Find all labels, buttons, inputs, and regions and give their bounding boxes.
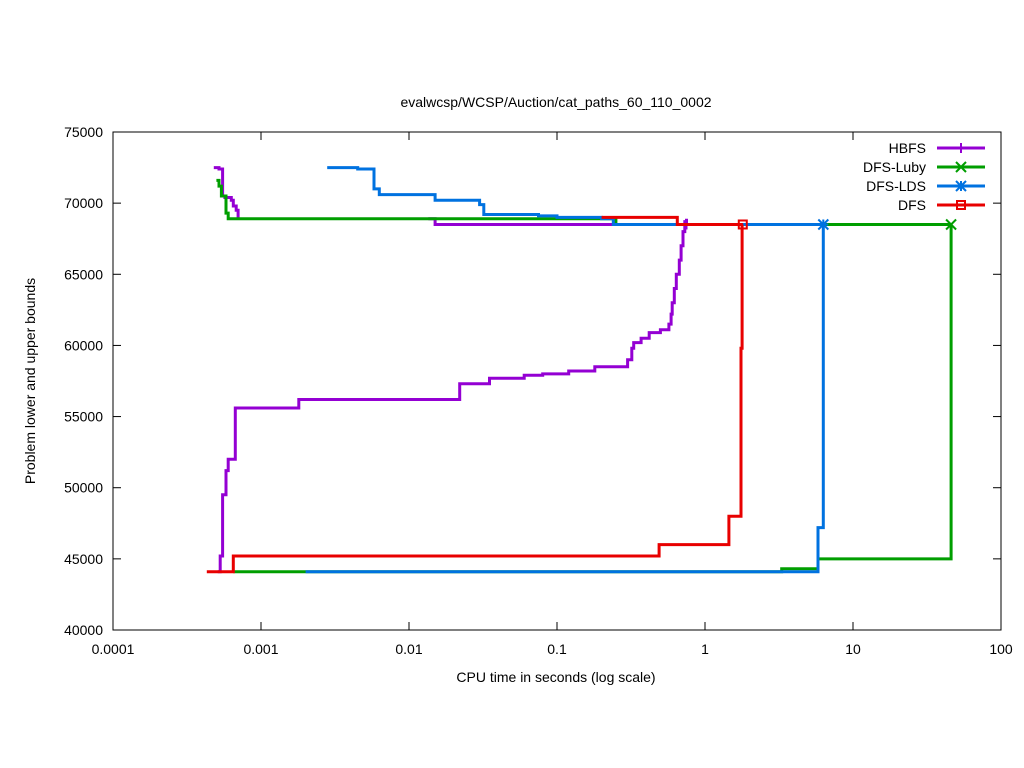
legend-marker [955, 180, 967, 192]
ticks-layer: 0.0001 0.001 0.01 0.1 1 10 100 40000 45000 50000 5… [64, 124, 1013, 657]
series-line-dfs-luby [216, 178, 952, 226]
legend-label: HBFS [889, 140, 926, 156]
series-marker-dfs-luby [945, 218, 957, 231]
x-tick-label: 10 [845, 641, 861, 657]
legend-item: HBFS [889, 140, 985, 156]
y-tick-label: 55000 [64, 409, 103, 425]
y-tick-label: 60000 [64, 337, 103, 353]
legend: HBFS DFS-Luby DFS-LDS DFS [863, 140, 985, 213]
legend-item: DFS [898, 197, 985, 213]
y-tick-label: 75000 [64, 124, 103, 140]
y-tick-label: 50000 [64, 480, 103, 496]
x-tick-label: 0.0001 [92, 641, 135, 657]
series-line-dfs [601, 215, 743, 226]
y-tick-label: 45000 [64, 551, 103, 567]
series-hbfs [213, 166, 692, 574]
y-tick-label: 70000 [64, 195, 103, 211]
legend-label: DFS-LDS [866, 178, 926, 194]
series-dfs [206, 215, 748, 574]
x-tick-label: 0.01 [395, 641, 422, 657]
series-line-dfs-lds [327, 166, 824, 226]
y-tick-label: 65000 [64, 266, 103, 282]
series-line-hbfs [217, 218, 688, 574]
series-line-dfs-lds [305, 224, 825, 574]
legend-marker [956, 143, 966, 153]
legend-item: DFS-LDS [866, 178, 985, 194]
x-axis-label: CPU time in seconds (log scale) [456, 669, 655, 685]
series-line-hbfs [213, 166, 240, 219]
y-tick-label: 40000 [64, 622, 103, 638]
series-dfs-lds [305, 166, 830, 574]
legend-marker [956, 200, 966, 210]
x-tick-label: 1 [701, 641, 709, 657]
legend-item: DFS-Luby [863, 159, 985, 175]
legend-marker [955, 161, 967, 173]
plot-area: 0.0001 0.001 0.01 0.1 1 10 100 40000 45000 50000 5… [64, 124, 1013, 657]
series-marker-dfs-lds [817, 218, 830, 231]
series-marker-dfs [737, 219, 748, 230]
legend-label: DFS [898, 197, 926, 213]
chart-title: evalwcsp/WCSP/Auction/cat_paths_60_110_0… [400, 94, 711, 110]
legend-label: DFS-Luby [863, 159, 926, 175]
y-axis-label: Problem lower and upper bounds [22, 278, 38, 484]
x-tick-label: 0.001 [243, 641, 278, 657]
series-dfs-luby [216, 178, 957, 574]
x-tick-label: 100 [989, 641, 1013, 657]
series-layer [206, 166, 957, 574]
series-line-dfs [206, 223, 744, 574]
x-tick-label: 0.1 [547, 641, 567, 657]
